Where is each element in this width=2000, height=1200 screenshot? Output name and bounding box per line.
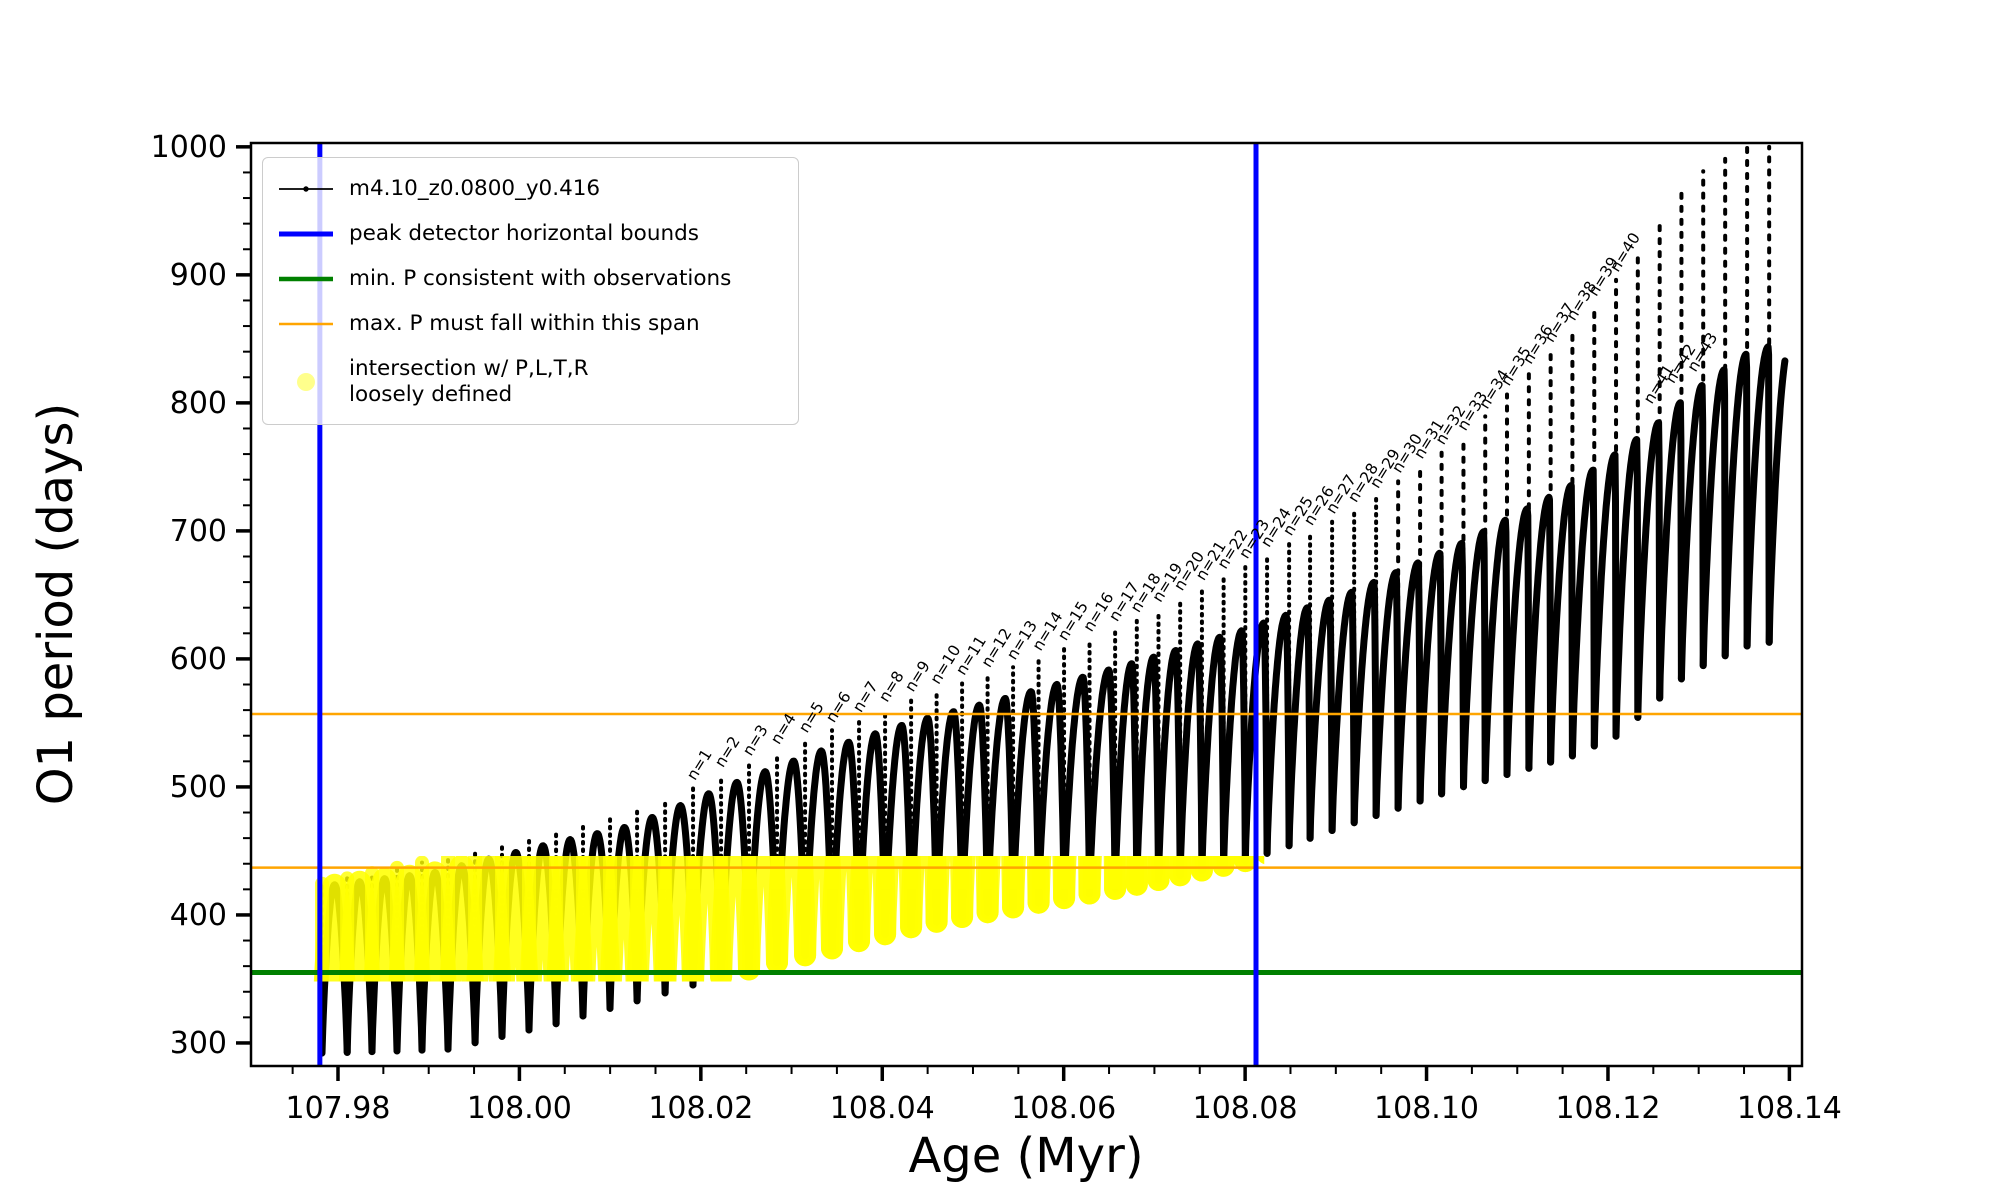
plot-border (249, 141, 1804, 1068)
y-tick-label: 900 (170, 258, 227, 293)
y-tick-label: 1000 (151, 130, 227, 165)
track-arc (1009, 688, 1043, 911)
track-arc (1263, 611, 1293, 857)
legend: m4.10_z0.0800_y0.416 peak detector horiz… (262, 157, 799, 425)
track-arc (958, 701, 992, 921)
track-arc (1220, 627, 1249, 870)
track-arc (1438, 539, 1467, 798)
track-arc (1503, 505, 1533, 778)
peak-label: n=3 (739, 722, 772, 759)
peak-label: n=4 (767, 710, 800, 747)
track-arc (855, 730, 889, 945)
peak-label: n=40 (1606, 229, 1644, 275)
legend-row-minp: min. P consistent with observations (277, 266, 782, 292)
track-arc (907, 714, 941, 931)
track-line-dot-icon (277, 179, 335, 199)
track-arc (1198, 633, 1228, 874)
track-arc (1035, 680, 1068, 907)
legend-row-maxp: max. P must fall within this span (277, 311, 782, 337)
y-tick-label: 700 (170, 514, 227, 549)
legend-row-track: m4.10_z0.0800_y0.416 (277, 176, 782, 202)
legend-row-bounds: peak detector horizontal bounds (277, 221, 782, 247)
orange-line-icon (277, 314, 335, 334)
x-axis-title: Age (Myr) (908, 1128, 1143, 1184)
blue-line-icon (277, 224, 335, 244)
track-arc (1372, 569, 1402, 819)
track-arc (1416, 549, 1446, 805)
track-arc (1525, 493, 1555, 772)
track-arc (1765, 357, 1789, 646)
track-arc (1060, 673, 1093, 902)
x-tick-label: 108.04 (830, 1091, 935, 1126)
track-arc (1743, 343, 1773, 650)
legend-label-bounds: peak detector horizontal bounds (349, 221, 699, 246)
track-arc (1568, 466, 1598, 760)
track-arc (1086, 666, 1119, 897)
track-arc (1285, 604, 1314, 850)
track-arc (1394, 559, 1424, 812)
track-arc (881, 722, 915, 938)
axes-layer: 107.98 108.00 108.02 108.04 108.06 108.08 108.… (151, 130, 1842, 1126)
x-tick-label: 108.14 (1737, 1091, 1842, 1126)
y-tick-label: 800 (170, 386, 227, 421)
x-tick-label: 108.08 (1193, 1091, 1298, 1126)
track-arc (1328, 588, 1358, 834)
y-axis-title: O1 period (days) (28, 403, 84, 806)
track-arc (1721, 350, 1751, 660)
x-tick-label: 108.02 (648, 1091, 753, 1126)
track-arc (1306, 596, 1336, 842)
track-arc (1481, 516, 1511, 785)
legend-label-maxp: max. P must fall within this span (349, 311, 700, 336)
track-arc (1677, 382, 1707, 683)
x-tick-label: 107.98 (286, 1091, 391, 1126)
x-tick-label: 108.00 (467, 1091, 572, 1126)
y-tick-label: 500 (170, 770, 227, 805)
track-arc (1176, 640, 1206, 879)
legend-row-intersection: intersection w/ P,L,T,R loosely defined (277, 356, 782, 408)
track-arc (1460, 528, 1489, 791)
x-tick-label: 108.10 (1374, 1091, 1479, 1126)
yellow-dot-icon (277, 372, 335, 392)
track-arc (1350, 578, 1380, 827)
legend-label-track: m4.10_z0.0800_y0.416 (349, 176, 601, 201)
legend-label-minp: min. P consistent with observations (349, 266, 732, 291)
x-tick-label: 108.06 (1011, 1091, 1116, 1126)
legend-label-intersection: intersection w/ P,L,T,R loosely defined (349, 356, 589, 407)
y-tick-label: 400 (170, 898, 227, 933)
track-arc (933, 708, 966, 926)
track-arc (1656, 399, 1685, 702)
track-arc (1699, 366, 1729, 670)
track-layer (318, 144, 1789, 1057)
track-arc (1111, 660, 1141, 893)
y-tick-label: 300 (170, 1026, 227, 1061)
track-arc (1634, 419, 1664, 721)
y-tick-label: 600 (170, 642, 227, 677)
peak-label: n=1 (683, 746, 716, 783)
track-arc (828, 738, 863, 952)
x-tick-label: 108.12 (1555, 1091, 1660, 1126)
track-arc (1133, 653, 1162, 889)
track-arc (801, 747, 836, 959)
green-line-icon (277, 269, 335, 289)
highlight-layer (313, 856, 1265, 982)
track-arc (1155, 647, 1184, 884)
track-arc (1547, 482, 1576, 766)
peak-label: n=2 (711, 733, 744, 770)
track-arc (1590, 451, 1620, 750)
track-arc (1612, 436, 1642, 740)
